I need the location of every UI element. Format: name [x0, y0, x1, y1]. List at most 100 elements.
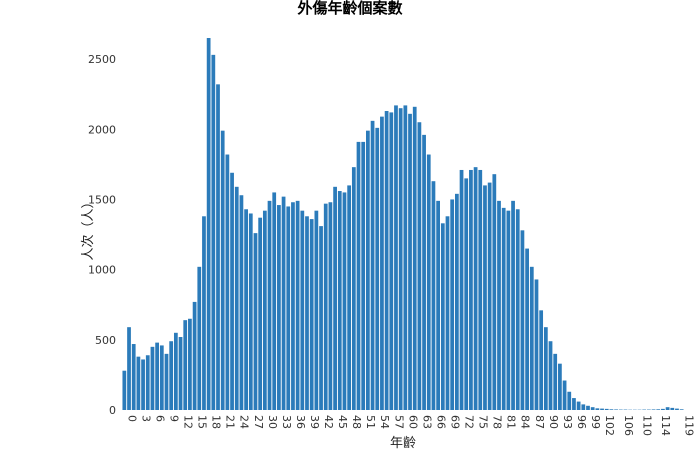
bar [412, 106, 417, 411]
y-tick-label: 1000 [88, 264, 116, 277]
bar [487, 182, 492, 410]
bar [248, 213, 253, 410]
bar [337, 191, 342, 410]
bar [454, 193, 459, 410]
bar [464, 178, 469, 410]
bar [661, 408, 665, 410]
bar [525, 248, 529, 410]
bar [202, 216, 206, 410]
y-axis: 0 500 1000 1500 2000 2500 [88, 53, 116, 417]
x-tick-label: 51 [364, 415, 377, 429]
x-tick-label: 18 [210, 415, 223, 429]
bar [417, 122, 422, 411]
x-axis-label: 年齡 [390, 436, 416, 450]
x-tick-label: 110 [641, 415, 654, 436]
bar [178, 337, 183, 410]
bar [361, 141, 366, 410]
bar [347, 185, 352, 410]
bar [440, 223, 445, 410]
x-tick-label: 57 [392, 415, 405, 429]
bar [267, 200, 272, 410]
x-axis: 0 3 6 9 12 15 18 21 24 27 30 33 36 39 42 45 48 51 54 57 60 63… [125, 415, 695, 436]
bar [520, 230, 525, 410]
x-tick-label: 54 [378, 415, 391, 429]
x-tick-label: 60 [406, 415, 419, 429]
bar [389, 112, 394, 410]
bars [122, 38, 684, 411]
bar [342, 192, 347, 410]
bar [230, 172, 234, 410]
bar [436, 200, 440, 410]
x-tick-label: 9 [167, 415, 180, 422]
x-tick-label: 6 [153, 415, 166, 422]
bar [277, 205, 281, 410]
bar [192, 301, 197, 410]
bar [211, 54, 216, 411]
bar [558, 363, 562, 410]
bar [169, 341, 174, 410]
bar [188, 318, 192, 410]
bar [150, 346, 155, 410]
x-tick-label: 0 [125, 415, 138, 422]
bar [422, 134, 426, 410]
bar [262, 210, 267, 410]
bar [216, 84, 220, 410]
bar [281, 196, 286, 410]
x-tick-label: 78 [491, 415, 504, 429]
x-tick-label: 45 [336, 415, 349, 429]
x-tick-label: 106 [622, 415, 635, 436]
bar [469, 169, 473, 410]
bar [478, 169, 483, 410]
x-tick-label: 33 [280, 415, 293, 429]
x-tick-label: 72 [463, 415, 476, 429]
x-tick-label: 75 [477, 415, 490, 429]
bar [258, 217, 263, 410]
x-tick-label: 27 [252, 415, 265, 429]
bar [459, 169, 464, 410]
chart-title: 外傷年齡個案數 [296, 0, 402, 17]
bar [159, 345, 164, 410]
bar [515, 209, 520, 410]
bar [586, 405, 590, 410]
x-tick-label: 12 [182, 415, 195, 429]
bar [398, 108, 403, 410]
x-tick-label: 90 [547, 415, 560, 429]
bar [183, 320, 188, 410]
bar [366, 130, 370, 410]
bar [511, 200, 515, 410]
bar [375, 127, 380, 411]
bar [426, 154, 431, 410]
bar [380, 116, 384, 410]
x-tick-label: 102 [603, 415, 616, 436]
bar [651, 409, 656, 410]
bar [529, 266, 534, 410]
y-tick-label: 2000 [88, 123, 116, 136]
bar [553, 353, 558, 410]
bar [581, 404, 586, 410]
bar [506, 210, 511, 410]
bar [483, 185, 487, 410]
bar [604, 408, 609, 410]
bar [127, 327, 131, 410]
bar [567, 391, 572, 410]
x-tick-label: 3 [139, 415, 152, 422]
y-tick-label: 0 [109, 404, 116, 417]
x-tick-label: 24 [238, 415, 251, 429]
bar [609, 409, 614, 410]
bar [497, 200, 501, 410]
bar [145, 355, 150, 410]
bar [450, 199, 455, 410]
bar [333, 186, 337, 410]
bar [384, 111, 389, 410]
bar [272, 192, 277, 410]
x-tick-label: 87 [533, 415, 546, 429]
bar [675, 408, 679, 410]
bar [408, 113, 412, 410]
x-tick-label: 30 [266, 415, 279, 429]
bar [328, 202, 333, 410]
bar [351, 167, 356, 410]
x-tick-label: 36 [294, 415, 307, 429]
bar [131, 344, 136, 410]
bar [445, 216, 450, 410]
y-tick-label: 1500 [88, 193, 116, 206]
